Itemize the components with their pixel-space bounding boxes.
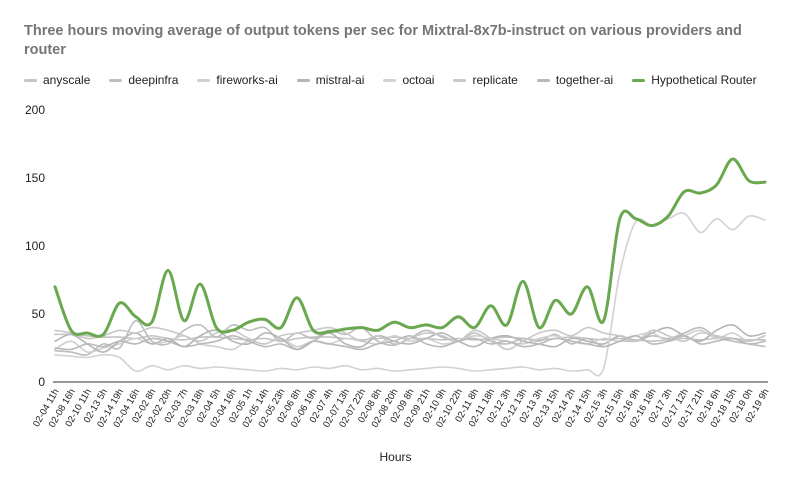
legend-label: octoai — [402, 73, 435, 87]
legend-item: replicate — [453, 73, 518, 87]
legend-swatch — [296, 78, 310, 82]
legend-swatch — [453, 78, 467, 82]
legend-label: Hypothetical Router — [651, 73, 757, 87]
x-axis-title: Hours — [379, 450, 412, 464]
legend-item: together-ai — [536, 73, 614, 87]
series-layer — [53, 157, 767, 377]
legend-swatch — [24, 78, 37, 82]
series-line-octoai — [54, 212, 766, 377]
legend-label: together-ai — [555, 73, 614, 87]
legend-label: deepinfra — [128, 73, 179, 87]
series-line-mistral-ai — [54, 323, 766, 353]
legend-label: mistral-ai — [315, 73, 365, 87]
legend-item: fireworks-ai — [197, 73, 278, 87]
series-line-together-ai — [54, 334, 766, 351]
legend-item: Hypothetical Router — [632, 73, 757, 87]
legend-swatch — [109, 78, 123, 82]
y-tick-label: 200 — [25, 103, 45, 117]
y-tick-label: 100 — [25, 239, 45, 253]
legend-item: anyscale — [24, 73, 90, 87]
legend: anyscale deepinfra fireworks-ai mistral-ai o… — [24, 71, 757, 89]
chart-title: Three hours moving average of output tok… — [24, 23, 742, 58]
legend-item: octoai — [383, 73, 434, 87]
legend-swatch — [536, 78, 550, 82]
y-tick-label: 50 — [32, 307, 46, 321]
legend-label: replicate — [472, 73, 518, 87]
y-axis-ticks: 0 50 100 150 200 — [25, 103, 45, 389]
legend-label: anyscale — [43, 73, 91, 87]
series-line-replicate — [54, 326, 766, 351]
y-tick-label: 150 — [25, 171, 45, 185]
legend-item: deepinfra — [109, 73, 178, 87]
legend-swatch — [632, 78, 646, 82]
legend-item: mistral-ai — [296, 73, 365, 87]
legend-swatch — [383, 78, 397, 82]
legend-label: fireworks-ai — [216, 73, 278, 87]
y-tick-label: 0 — [38, 375, 45, 389]
series-line-hypothetical-router — [53, 157, 767, 338]
legend-swatch — [197, 78, 211, 82]
